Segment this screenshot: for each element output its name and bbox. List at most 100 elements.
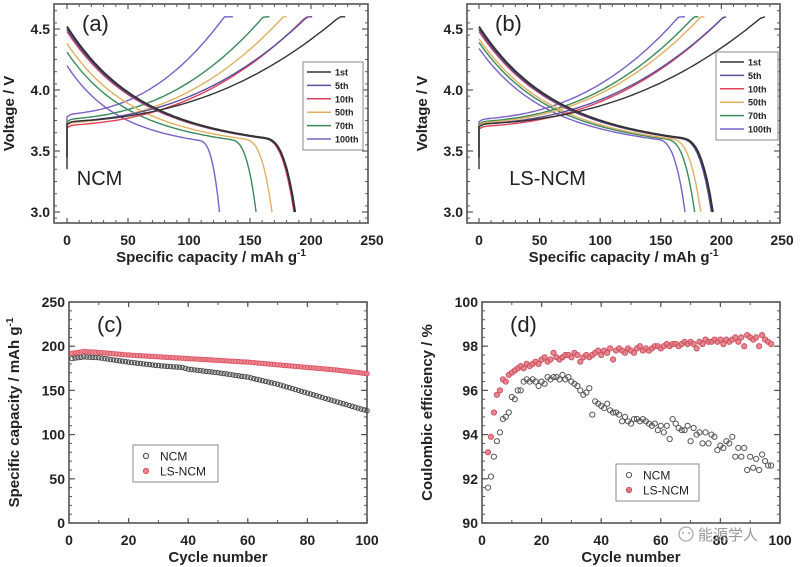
legend-marker-NCM [625, 471, 633, 479]
data-point [717, 336, 724, 343]
data-point [125, 359, 132, 365]
x-tick-label: 200 [299, 232, 323, 248]
watermark: 能源学人 [678, 526, 758, 544]
x-axis-title: Specific capacity / mAh g-1 [529, 248, 719, 266]
data-point [559, 371, 566, 378]
data-point [651, 420, 658, 427]
discharge-curve-1st [478, 26, 714, 213]
data-point [81, 354, 87, 360]
legend-marker-NCM [142, 452, 150, 460]
legend-box [715, 51, 779, 141]
y-tick-label: 3.5 [31, 143, 51, 159]
data-point [514, 387, 521, 394]
data-point [254, 376, 260, 382]
data-point [762, 458, 769, 465]
data-point [292, 386, 299, 393]
data-point [729, 433, 736, 440]
x-tick-label: 60 [653, 532, 669, 548]
data-point [493, 438, 500, 445]
data-point [361, 407, 367, 413]
data-point [355, 405, 361, 411]
data-point [738, 334, 745, 341]
data-point [236, 373, 242, 379]
data-point [343, 401, 349, 408]
data-point [307, 391, 314, 397]
legend-marker-LS-NCM [142, 467, 150, 475]
data-point [720, 340, 727, 348]
y-tick-label: 0 [57, 515, 65, 531]
data-point [502, 378, 509, 385]
x-axis-title-text: Specific capacity / mAh g [529, 249, 710, 266]
data-point [364, 370, 370, 377]
data-point [550, 349, 557, 356]
data-point [601, 405, 608, 412]
legend-box [132, 444, 219, 483]
data-point [484, 449, 492, 456]
data-point [532, 378, 539, 385]
x-tick-label: 0 [478, 532, 486, 548]
legend-label: 100th [335, 135, 359, 145]
data-point [75, 355, 81, 361]
data-point [96, 355, 102, 361]
data-point [496, 429, 503, 436]
data-point [690, 340, 697, 348]
data-point [621, 349, 629, 356]
legend-label: LS-NCM [160, 465, 206, 479]
data-point [699, 340, 706, 348]
data-point [720, 444, 727, 451]
y-axis-title-text: Coulombic efficiency / % [419, 324, 436, 501]
y-tick-label: 150 [42, 382, 66, 398]
y-tick-label: 4.0 [444, 82, 464, 98]
y-axis-title: Voltage / V [414, 76, 431, 152]
data-point [185, 366, 191, 372]
data-point [490, 453, 497, 460]
data-point [251, 375, 257, 382]
data-point [283, 384, 290, 390]
x-tick-label: 100 [589, 232, 613, 248]
legend-label: NCM [643, 469, 670, 483]
charge-curve-50th [478, 16, 705, 158]
x-axis-title-text: Cycle number [168, 549, 267, 566]
legend-box [302, 61, 364, 151]
data-point [358, 406, 364, 412]
data-point [328, 397, 334, 403]
sample-label: NCM [77, 168, 123, 190]
data-point [756, 343, 763, 350]
watermark-text: 能源学人 [698, 526, 758, 544]
x-axis-title: Specific capacity / mAh g-1 [116, 248, 306, 266]
data-point [102, 355, 108, 362]
data-point [738, 453, 745, 460]
data-point [140, 361, 147, 367]
x-tick-label: 100 [768, 532, 792, 548]
charge-curve-1st [478, 16, 766, 170]
data-point [200, 368, 206, 374]
y-tick-label: 92 [462, 471, 478, 487]
data-point [143, 361, 150, 367]
data-point [574, 382, 581, 390]
data-point [556, 376, 563, 383]
x-axis-title: Cycle number [168, 549, 267, 566]
data-point [610, 409, 617, 416]
y-axis-title-text: Voltage / V [1, 76, 18, 152]
legend-label: 5th [748, 71, 762, 81]
data-point [505, 409, 512, 416]
data-point [137, 360, 144, 367]
discharge-curve-100th [478, 48, 686, 213]
data-point [280, 383, 287, 389]
data-point [352, 404, 358, 410]
data-point [90, 354, 96, 360]
discharge-curve-50th [478, 38, 702, 213]
legend-marker-LS-NCM [625, 486, 633, 494]
data-point [227, 371, 233, 378]
data-point [511, 396, 518, 403]
data-point [619, 418, 626, 425]
x-tick-label: 100 [177, 232, 201, 248]
data-point [741, 444, 748, 451]
data-point [99, 355, 105, 361]
x-axis-title-sup: -1 [297, 248, 306, 259]
data-point [768, 462, 775, 469]
data-point [337, 400, 343, 406]
discharge-curve-100th [66, 65, 221, 213]
charge-curve-10th [66, 16, 308, 158]
